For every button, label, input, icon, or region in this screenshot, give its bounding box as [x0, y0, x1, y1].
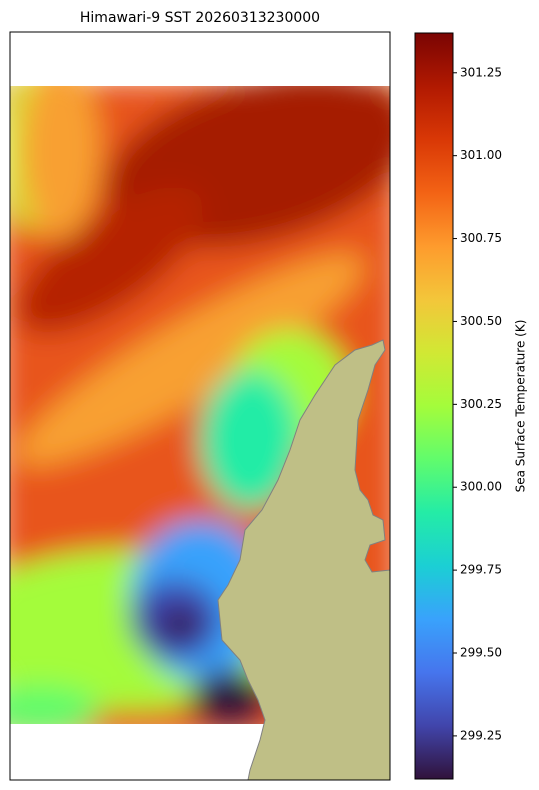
- chart-title: Himawari-9 SST 20260313230000: [80, 10, 320, 26]
- colorbar-label: Sea Surface Temperature (K): [514, 320, 528, 493]
- colorbar-tick-label: 301.25: [460, 65, 502, 79]
- colorbar-tick-label: 300.25: [460, 397, 502, 411]
- colorbar-tick-label: 300.00: [460, 480, 502, 494]
- sst-field: [10, 86, 390, 724]
- colorbar-tick-label: 301.00: [460, 148, 502, 162]
- colorbar-tick-label: 299.75: [460, 563, 502, 577]
- map-frame: [9, 31, 391, 781]
- land: [217, 339, 391, 781]
- colorbar-tick-label: 300.50: [460, 314, 502, 328]
- colorbar-tick-label: 299.50: [460, 646, 502, 660]
- colorbar: [414, 32, 454, 780]
- colorbar-tick-label: 299.25: [460, 728, 502, 742]
- colorbar-tick-label: 300.75: [460, 231, 502, 245]
